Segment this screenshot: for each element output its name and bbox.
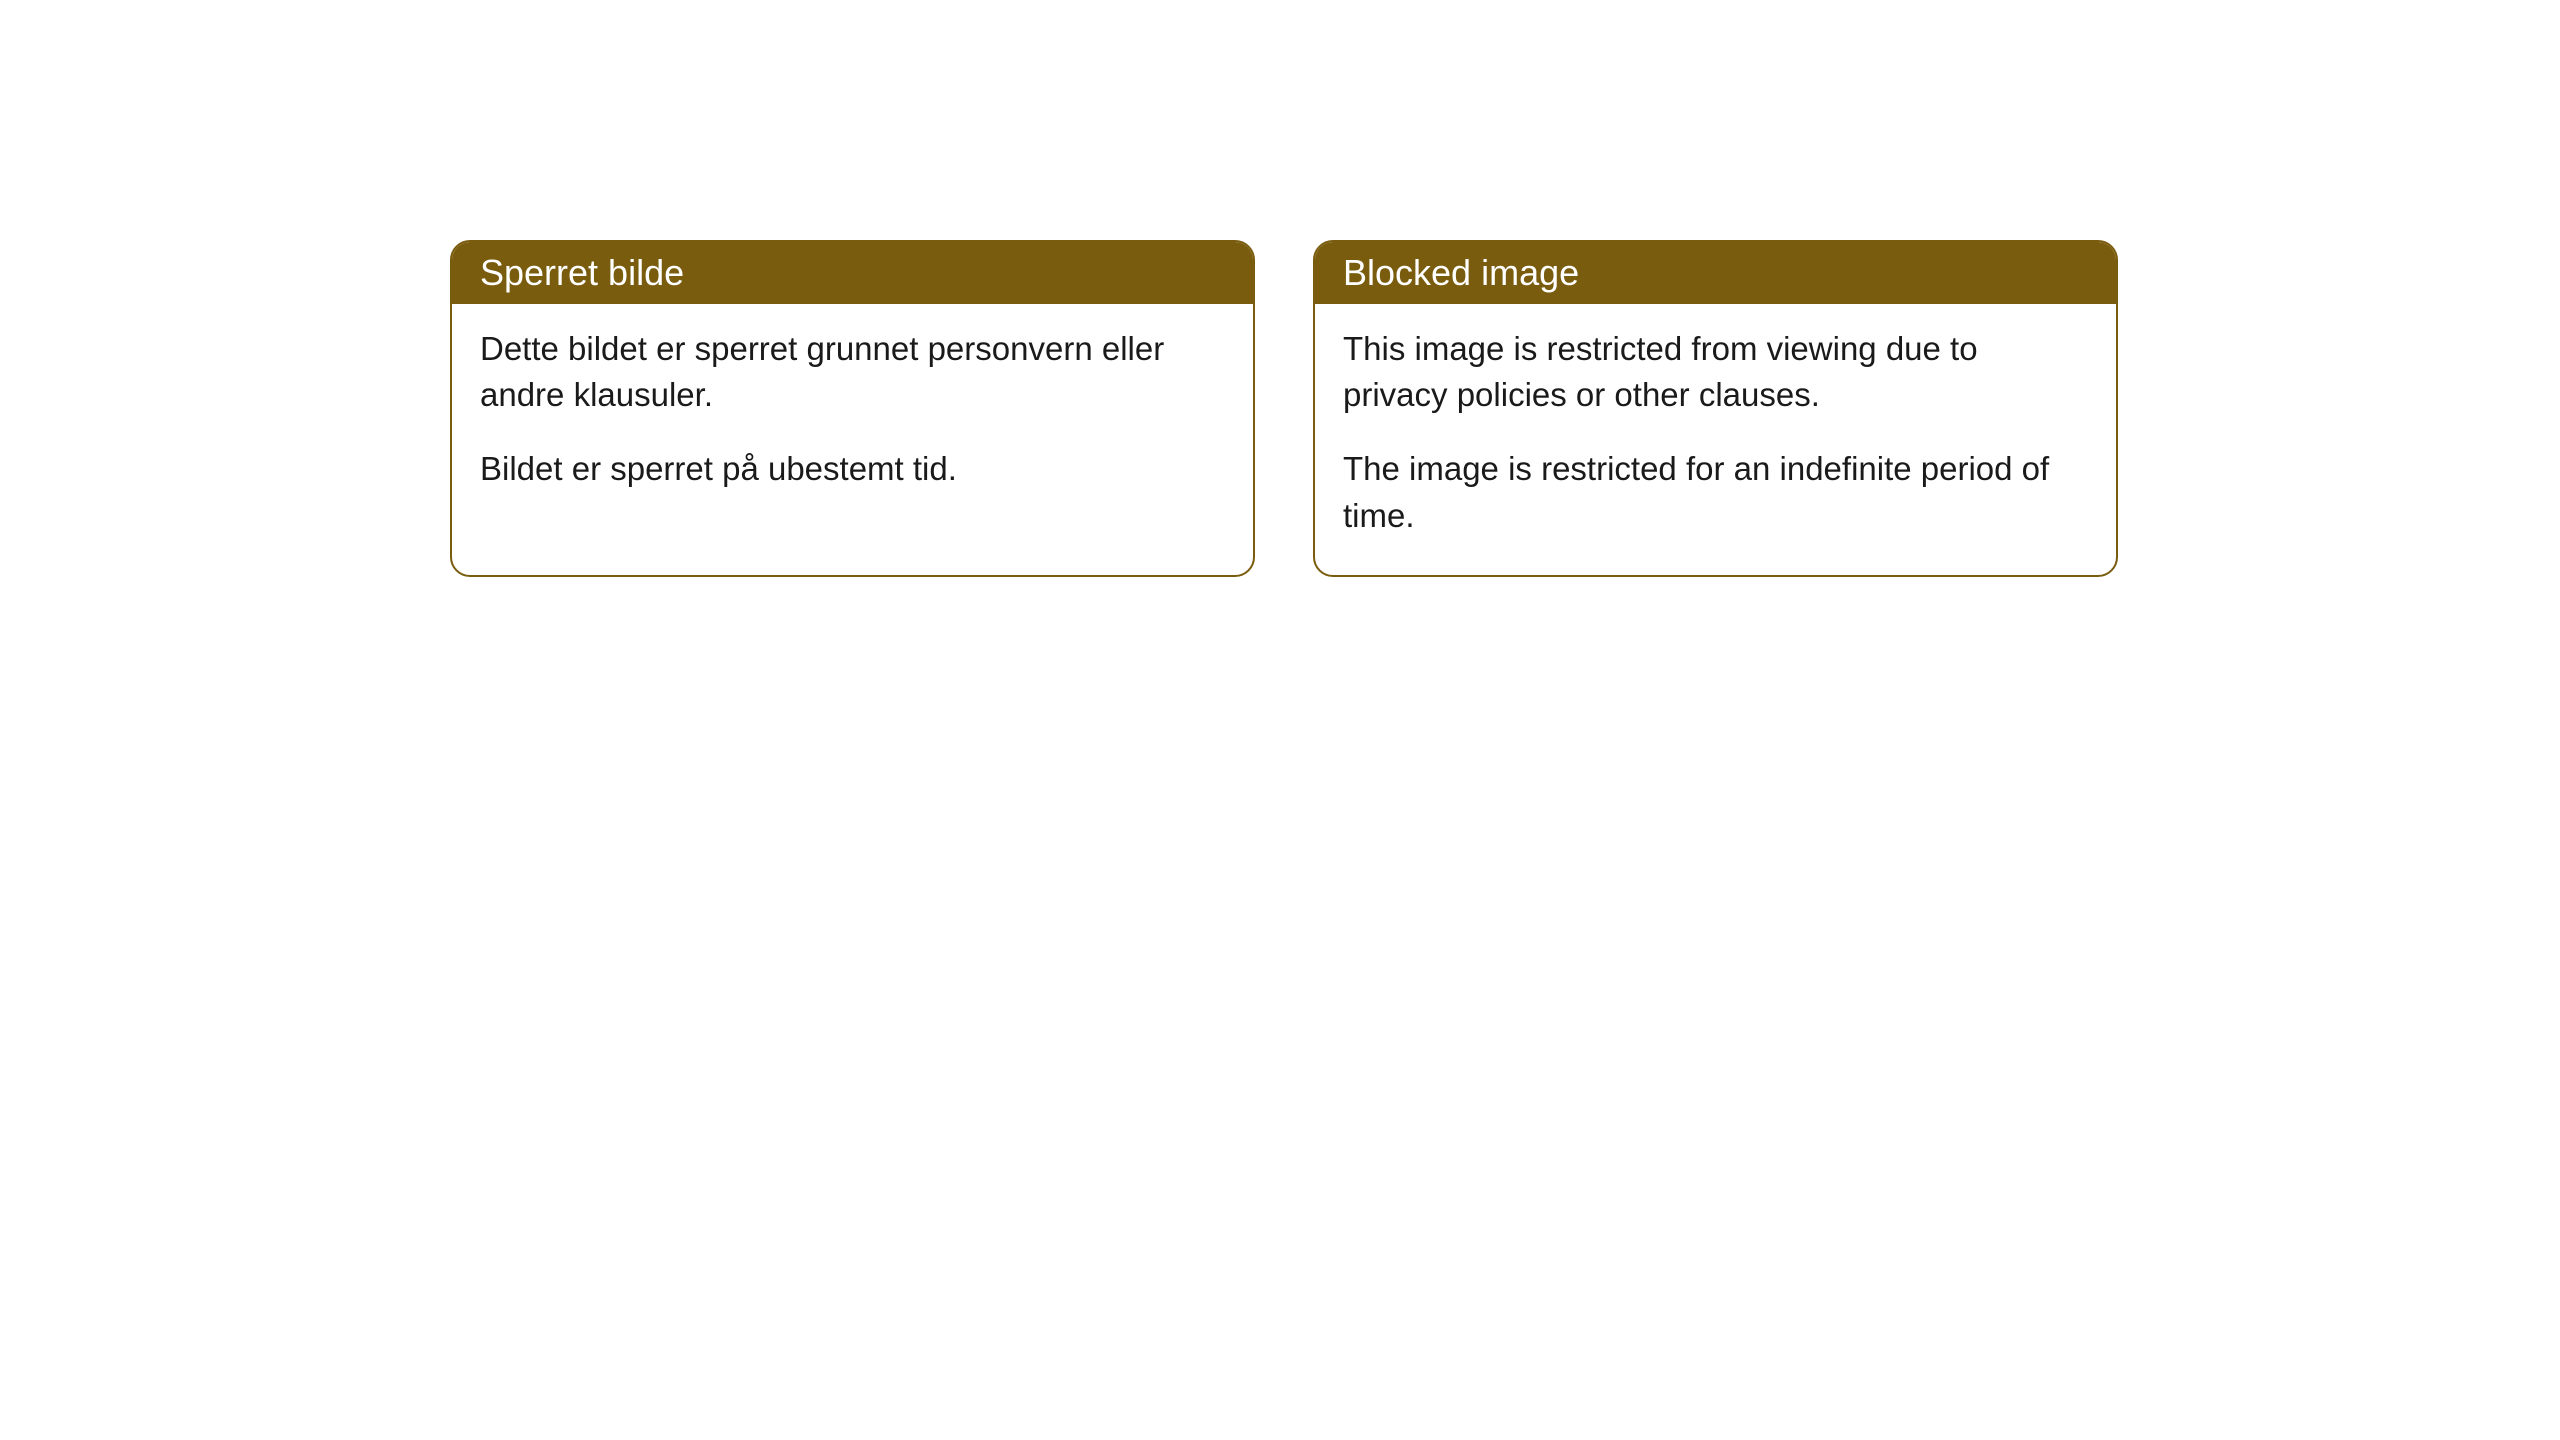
card-paragraph-1: Dette bildet er sperret grunnet personve… [480,326,1225,418]
card-paragraph-2: The image is restricted for an indefinit… [1343,446,2088,538]
blocked-image-card-english: Blocked image This image is restricted f… [1313,240,2118,577]
card-title: Sperret bilde [480,252,684,293]
card-title: Blocked image [1343,252,1579,293]
card-body-english: This image is restricted from viewing du… [1315,304,2116,575]
card-paragraph-2: Bildet er sperret på ubestemt tid. [480,446,1225,492]
blocked-image-card-norwegian: Sperret bilde Dette bildet er sperret gr… [450,240,1255,577]
card-header-english: Blocked image [1315,242,2116,304]
card-paragraph-1: This image is restricted from viewing du… [1343,326,2088,418]
card-header-norwegian: Sperret bilde [452,242,1253,304]
card-body-norwegian: Dette bildet er sperret grunnet personve… [452,304,1253,529]
notification-cards-container: Sperret bilde Dette bildet er sperret gr… [450,240,2560,577]
